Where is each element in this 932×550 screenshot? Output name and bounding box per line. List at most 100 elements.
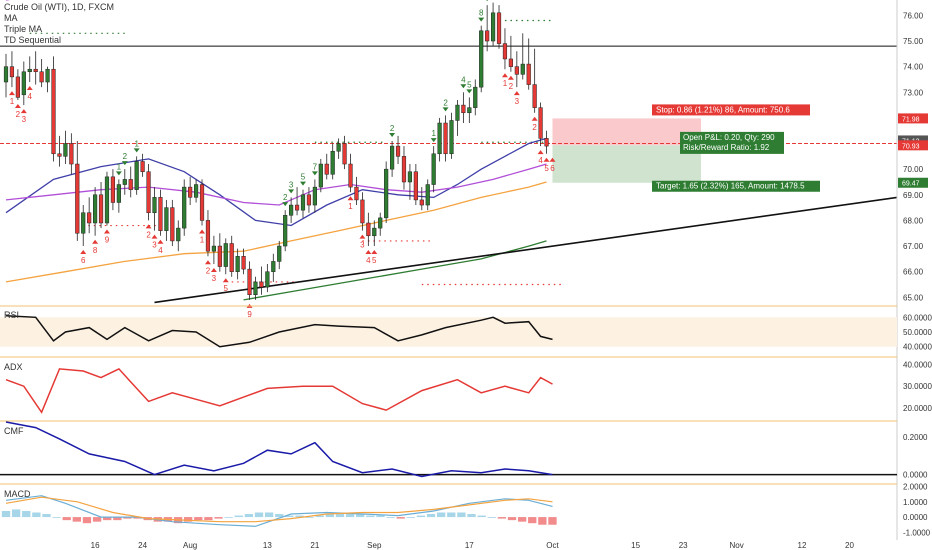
macd-tick-label: -1.0000	[903, 528, 931, 537]
series-ma-1	[5, 137, 547, 227]
candle-body	[122, 179, 127, 185]
candle-body	[390, 145, 395, 170]
candle-body	[300, 194, 306, 211]
open-pnl-text: Open P&L: 0.20, Qty: 290	[683, 133, 775, 142]
cmf-tick-label: 0.0000	[903, 471, 928, 480]
candle-body	[437, 122, 442, 155]
macd-hist-bar	[528, 517, 537, 524]
time-tick-label: 17	[465, 541, 474, 550]
target-label-text: Target: 1.65 (2.32%) 165, Amount: 1478.5	[656, 182, 805, 191]
candle-body	[33, 68, 38, 73]
candle-body	[211, 245, 216, 252]
macd-hist-bar	[507, 517, 517, 521]
candle-body	[110, 176, 116, 203]
risk-reward-text: Risk/Reward Ratio: 1.92	[683, 143, 770, 152]
macd-hist-bar	[32, 512, 41, 518]
macd-hist-bar	[477, 515, 486, 518]
candle-body	[431, 153, 436, 185]
candle-body	[425, 184, 430, 206]
price-tick-label: 70.00	[903, 165, 924, 174]
cmf-tick-label: 0.2000	[903, 433, 928, 442]
macd-hist-bar	[467, 514, 476, 518]
macd-pane-label[interactable]: MACD	[4, 489, 31, 499]
td-buy-arrow	[430, 138, 437, 143]
candle-body	[384, 168, 389, 219]
td-sell-arrow	[549, 157, 556, 162]
macd-hist-bar	[204, 517, 213, 521]
candle-body	[467, 107, 472, 114]
candle-body	[366, 222, 371, 237]
candle-body	[289, 204, 294, 216]
td-sell-count: 3	[152, 241, 157, 250]
td-buy-arrow	[282, 202, 289, 207]
td-buy-count: 8	[479, 9, 484, 18]
price-tick-label: 74.00	[903, 63, 924, 72]
macd-hist-bar	[356, 514, 365, 518]
rsi-tick-label: 60.0000	[903, 313, 932, 322]
candle-body	[324, 163, 329, 175]
macd-hist-bar	[366, 515, 375, 518]
macd-hist-bar	[285, 515, 294, 518]
rsi-tick-label: 40.0000	[903, 343, 932, 352]
candle-body	[449, 120, 454, 155]
cmf-pane-label[interactable]: CMF	[4, 426, 24, 436]
candle-body	[461, 104, 466, 114]
td-sell-count: 1	[348, 202, 353, 211]
time-tick-label: Nov	[730, 541, 744, 550]
target-label-bg	[652, 180, 820, 192]
macd-hist-bar	[214, 517, 223, 519]
candle-body	[241, 256, 246, 270]
td-buy-arrow	[389, 132, 396, 137]
price-tick-label: 68.00	[903, 216, 924, 225]
candle-body	[75, 163, 80, 234]
td-sell-count: 5	[224, 284, 229, 293]
rsi-pane-label[interactable]: RSI	[4, 310, 20, 320]
td-sell-count: 2	[509, 82, 514, 91]
macd-hist-bar	[376, 515, 385, 518]
candle-body	[360, 199, 365, 224]
time-tick-label: Sep	[367, 541, 382, 550]
td-sell-arrow	[513, 91, 520, 96]
td-sell-arrow	[371, 250, 378, 255]
macd-hist-bar	[538, 517, 547, 525]
time-tick-label: 12	[798, 541, 807, 550]
candle-body	[229, 243, 234, 272]
candle-body	[378, 217, 383, 229]
rsi-band	[0, 317, 897, 347]
candle-body	[81, 212, 86, 234]
macd-hist-bar	[1, 510, 11, 518]
macd-hist-bar	[62, 517, 71, 521]
study-triple-ma-label[interactable]: Triple MA	[4, 24, 43, 34]
td-buy-count: 3	[289, 180, 294, 189]
td-sell-count: 1	[503, 79, 508, 88]
stop-label: Stop: 0.86 (1.21%) 86, Amount: 750.6	[652, 104, 810, 116]
candle-body	[277, 245, 282, 262]
adx-line	[5, 367, 553, 414]
candle-body	[57, 153, 62, 157]
candle-body	[496, 12, 502, 44]
macd-hist-bar	[406, 517, 415, 518]
macd-hist-bar	[82, 517, 92, 524]
td-sell-count: 1	[10, 97, 15, 106]
time-tick-label: 15	[631, 541, 640, 550]
td-sell-arrow	[92, 239, 99, 244]
study-td-sequential-label[interactable]: TD Sequential	[4, 35, 62, 45]
study-ma-label[interactable]: MA	[4, 13, 18, 23]
macd-hist-bar	[244, 514, 254, 518]
adx-pane-label[interactable]: ADX	[4, 362, 23, 372]
macd-hist-bar	[264, 512, 274, 518]
time-tick-label: 23	[679, 541, 688, 550]
macd-hist-bar	[224, 517, 233, 518]
symbol-label[interactable]: Crude Oil (WTI), 1D, FXCM	[4, 2, 115, 12]
td-sell-count: 5	[372, 256, 377, 265]
macd-hist-bar	[437, 512, 446, 518]
td-buy-count: 2	[390, 124, 395, 133]
candle-body	[193, 184, 199, 198]
macd-hist-bar	[234, 515, 243, 518]
td-sell-count: 6	[81, 256, 86, 265]
macd-signal-line	[5, 496, 553, 523]
time-tick-label: 13	[263, 541, 272, 550]
candle-body	[401, 156, 407, 183]
